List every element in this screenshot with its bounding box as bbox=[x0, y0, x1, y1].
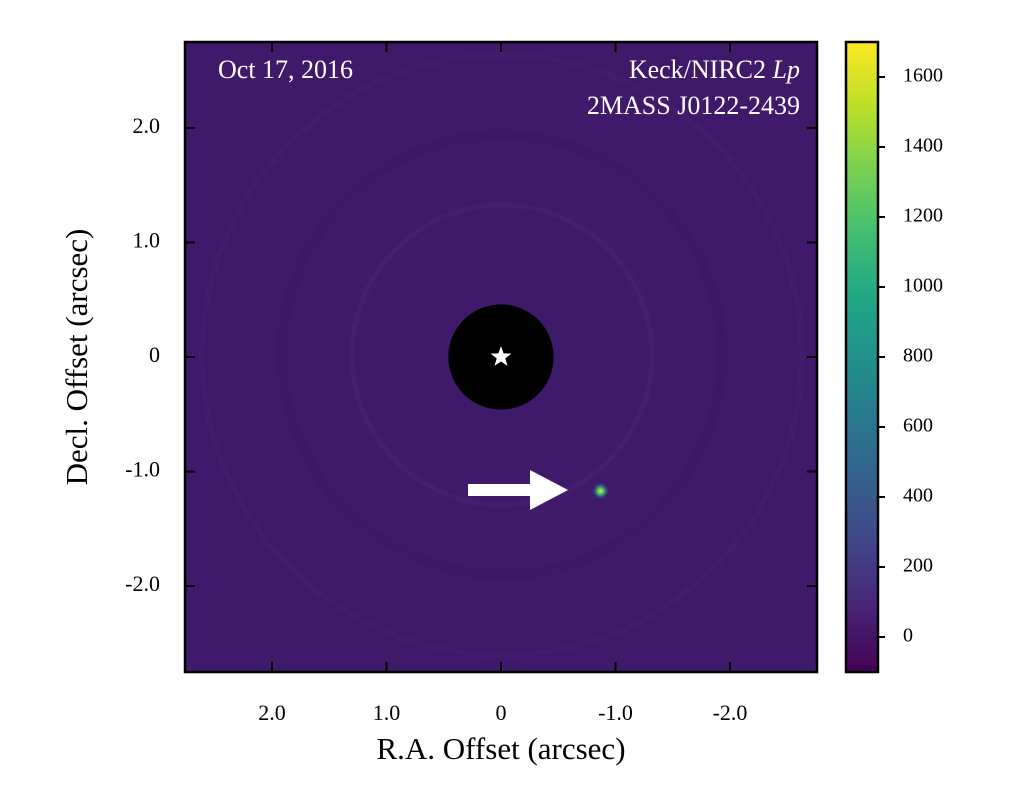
speckle-ring bbox=[349, 202, 655, 508]
colorbar-tick-label: 600 bbox=[903, 415, 933, 437]
colorbar-tick-label: 400 bbox=[903, 485, 933, 507]
colorbar-tick-label: 1400 bbox=[903, 135, 943, 157]
x-tick-label: 0 bbox=[496, 700, 507, 725]
instrument-label: Keck/NIRC2 Lp bbox=[629, 55, 800, 84]
x-tick-label: -2.0 bbox=[713, 700, 748, 725]
x-tick-label: 2.0 bbox=[258, 700, 286, 725]
x-tick-label: -1.0 bbox=[598, 700, 633, 725]
y-tick-label: 2.0 bbox=[133, 113, 161, 138]
band: Lp bbox=[772, 55, 800, 84]
speckle-ring bbox=[277, 130, 727, 580]
companion bbox=[591, 482, 610, 501]
star-marker bbox=[490, 346, 512, 366]
x-axis-title: R.A. Offset (arcsec) bbox=[376, 731, 625, 766]
instrument: Keck/NIRC2 bbox=[629, 55, 766, 84]
image-layer bbox=[199, 52, 805, 658]
y-axis-title: Decl. Offset (arcsec) bbox=[59, 229, 94, 486]
colorbar-tick-label: 1000 bbox=[903, 275, 943, 297]
colorbar-tick-label: 1600 bbox=[903, 65, 943, 87]
colorbar-tick-label: 800 bbox=[903, 345, 933, 367]
y-tick-label: -2.0 bbox=[125, 571, 160, 596]
speckle-ring bbox=[199, 52, 805, 658]
x-tick-label: 1.0 bbox=[373, 700, 401, 725]
y-tick-label: 1.0 bbox=[133, 228, 161, 253]
arrow bbox=[468, 470, 568, 510]
date-label: Oct 17, 2016 bbox=[218, 55, 353, 84]
colorbar-tick-label: 200 bbox=[903, 555, 933, 577]
colorbar bbox=[846, 42, 878, 672]
y-tick-label: -1.0 bbox=[125, 457, 160, 482]
colorbar-tick-label: 1200 bbox=[903, 205, 943, 227]
y-tick-label: 0 bbox=[149, 342, 160, 367]
target-label: 2MASS J0122-2439 bbox=[587, 91, 800, 120]
colorbar-tick-label: 0 bbox=[903, 625, 913, 647]
